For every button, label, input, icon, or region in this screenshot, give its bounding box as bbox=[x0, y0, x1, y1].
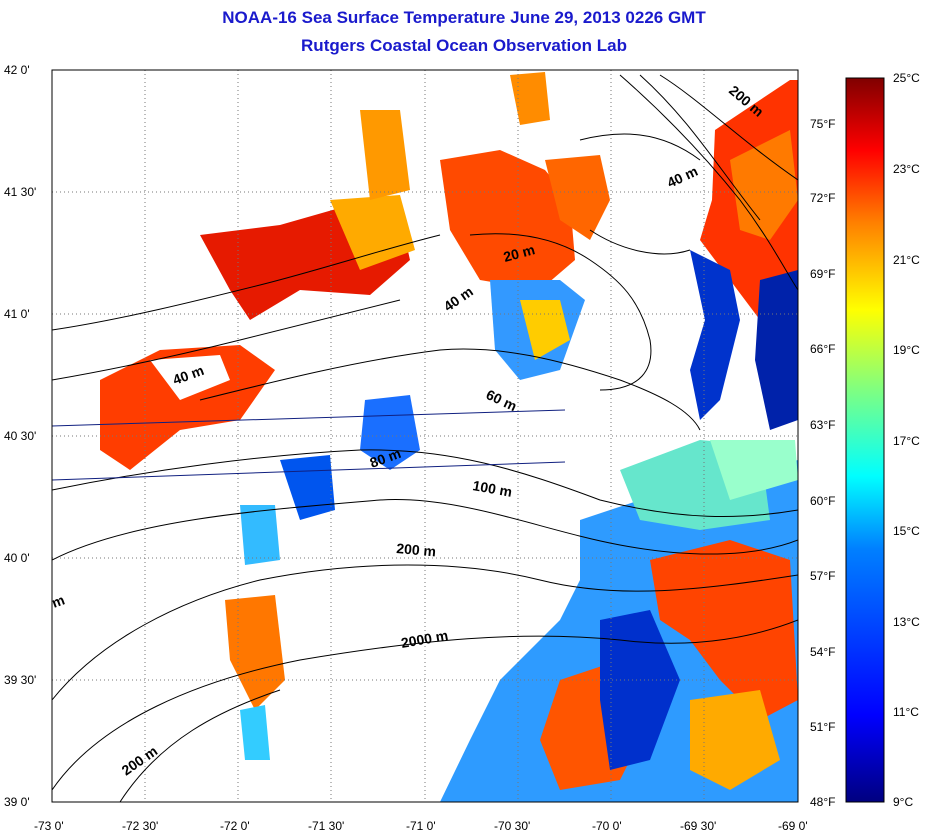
colorbar-celsius-labels: 25°C 23°C 21°C 19°C 17°C 15°C 13°C 11°C … bbox=[893, 71, 920, 809]
sst-patch-nantucket2 bbox=[520, 300, 570, 360]
fahrenheit-label: 48°F bbox=[810, 795, 835, 809]
sst-patch-southli2 bbox=[150, 355, 230, 400]
section-lines bbox=[51, 409, 566, 481]
sst-patch-se-red bbox=[650, 540, 798, 720]
celsius-label: 25°C bbox=[893, 71, 920, 85]
sst-patch-central2 bbox=[280, 455, 335, 520]
lon-label: -71 30' bbox=[308, 819, 344, 833]
sst-patch-ne-orange bbox=[730, 130, 798, 240]
fahrenheit-label: 51°F bbox=[810, 720, 835, 734]
celsius-label: 9°C bbox=[893, 795, 913, 809]
contour-label: 20 m bbox=[502, 241, 537, 265]
fahrenheit-label: 69°F bbox=[810, 267, 835, 281]
map-title: NOAA-16 Sea Surface Temperature June 29,… bbox=[222, 8, 706, 27]
lon-label: -73 0' bbox=[34, 819, 64, 833]
lon-label: -70 30' bbox=[494, 819, 530, 833]
lon-label: -70 0' bbox=[592, 819, 622, 833]
sst-patch-se-yellow bbox=[690, 690, 780, 790]
sst-patch-east bbox=[545, 155, 610, 240]
celsius-label: 11°C bbox=[893, 705, 919, 719]
fahrenheit-label: 57°F bbox=[810, 569, 835, 583]
sst-patch-sw bbox=[225, 595, 285, 710]
colorbar bbox=[845, 77, 885, 803]
sst-patch-sw2 bbox=[240, 705, 270, 760]
fahrenheit-label: 66°F bbox=[810, 342, 835, 356]
sst-patch-lis2 bbox=[330, 195, 415, 270]
lat-label: 39 30' bbox=[4, 673, 36, 687]
contour-label: 100 m bbox=[471, 477, 513, 500]
celsius-label: 23°C bbox=[893, 162, 920, 176]
colorbar-fahrenheit-labels: 75°F 72°F 69°F 66°F 63°F 60°F 57°F 54°F … bbox=[810, 117, 835, 809]
contour-label: 60 m bbox=[484, 386, 520, 414]
lat-label: 41 30' bbox=[4, 185, 36, 199]
fahrenheit-label: 60°F bbox=[810, 494, 835, 508]
fahrenheit-label: 75°F bbox=[810, 117, 835, 131]
lat-label: 41 0' bbox=[4, 307, 30, 321]
longitude-labels: -73 0' -72 30' -72 0' -71 30' -71 0' -70… bbox=[34, 819, 808, 833]
lat-label: 42 0' bbox=[4, 63, 30, 77]
contour-label: 40 m bbox=[441, 283, 476, 314]
celsius-label: 21°C bbox=[893, 253, 920, 267]
lat-label: 40 30' bbox=[4, 429, 36, 443]
lon-label: -71 0' bbox=[406, 819, 436, 833]
sst-patch-central3 bbox=[240, 505, 280, 565]
sst-patch-buzzards bbox=[440, 150, 575, 290]
sst-patch-ne-blue bbox=[690, 250, 740, 420]
sst-patch-southli bbox=[100, 345, 275, 470]
sst-field bbox=[100, 72, 798, 802]
lon-label: -69 0' bbox=[778, 819, 808, 833]
sst-patch-capecod bbox=[510, 72, 550, 125]
sst-patch-ne-cyan bbox=[710, 440, 798, 500]
lat-label: 39 0' bbox=[4, 795, 30, 809]
fahrenheit-label: 72°F bbox=[810, 191, 835, 205]
map-subtitle: Rutgers Coastal Ocean Observation Lab bbox=[301, 36, 627, 55]
fahrenheit-label: 63°F bbox=[810, 418, 835, 432]
map-frame bbox=[51, 69, 799, 803]
celsius-label: 13°C bbox=[893, 615, 920, 629]
contour-label: 200 m bbox=[396, 540, 437, 559]
fahrenheit-label: 54°F bbox=[810, 645, 835, 659]
grid-lines bbox=[52, 70, 798, 802]
celsius-label: 17°C bbox=[893, 434, 920, 448]
lon-label: -69 30' bbox=[680, 819, 716, 833]
contour-label: 2000 m bbox=[400, 627, 450, 651]
lat-label: 40 0' bbox=[4, 551, 30, 565]
lon-label: -72 0' bbox=[220, 819, 250, 833]
sst-patch-blockis bbox=[360, 110, 410, 200]
sst-patch-ne-blue2 bbox=[755, 270, 798, 430]
sst-patch-se-blue bbox=[600, 610, 680, 770]
contour-labels: 200 m 40 m 20 m 40 m 40 m 60 m 80 m 100 … bbox=[50, 82, 767, 778]
celsius-label: 15°C bbox=[893, 524, 920, 538]
latitude-labels: 42 0' 41 30' 41 0' 40 30' 40 0' 39 30' 3… bbox=[4, 63, 36, 809]
celsius-label: 19°C bbox=[893, 343, 920, 357]
contour-label: 40 m bbox=[665, 163, 701, 191]
bathymetry-contours bbox=[52, 74, 798, 802]
contour-label: m bbox=[50, 592, 67, 611]
lon-label: -72 30' bbox=[122, 819, 158, 833]
